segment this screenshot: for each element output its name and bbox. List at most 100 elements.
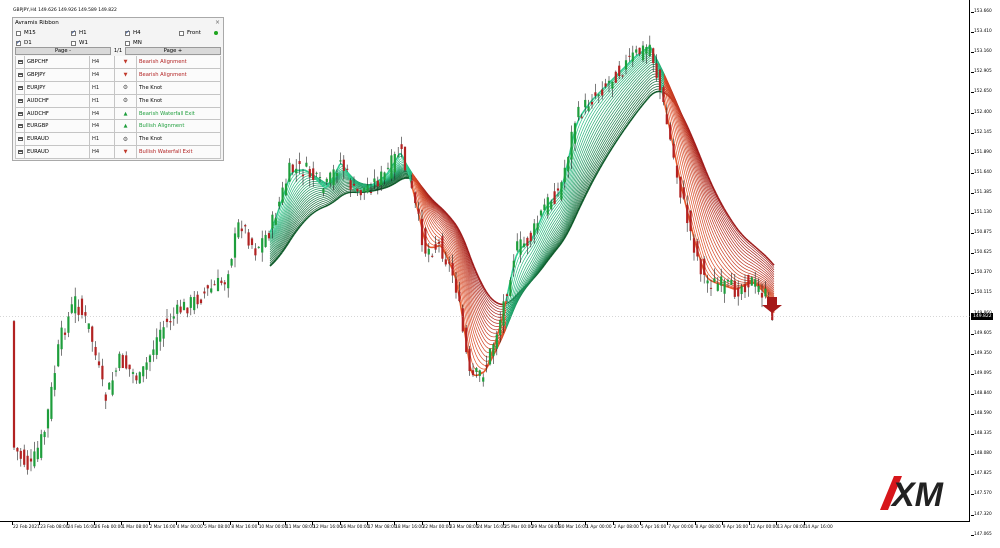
ribbon-line <box>359 186 363 188</box>
ribbon-line <box>737 263 741 266</box>
ribbon-line <box>621 71 625 75</box>
ribbon-line <box>427 203 431 208</box>
ribbon-line <box>687 141 691 149</box>
ribbon-line <box>543 224 547 229</box>
ribbon-line <box>715 211 719 216</box>
ribbon-line <box>293 217 297 222</box>
ribbon-line <box>751 262 755 265</box>
ribbon-line <box>387 180 391 182</box>
ribbon-line <box>761 286 765 289</box>
ribbon-line <box>559 236 563 240</box>
ribbon-line <box>493 322 497 324</box>
ribbon-line <box>725 214 729 218</box>
ribbon-line <box>289 208 293 213</box>
ribbon-line <box>645 75 649 78</box>
ribbon-line <box>705 172 709 179</box>
ribbon-line <box>685 163 689 172</box>
ribbon-line <box>285 214 289 219</box>
ribbon-line <box>451 245 455 250</box>
ribbon-line <box>435 234 439 238</box>
ribbon-line <box>551 222 555 226</box>
ribbon-line <box>387 174 391 178</box>
ribbon-line <box>567 222 571 228</box>
ribbon-line <box>395 169 399 172</box>
ribbon-line <box>767 279 771 282</box>
ribbon-line <box>315 199 319 201</box>
ribbon-line <box>717 205 721 210</box>
ribbon-line <box>397 173 401 176</box>
ribbon-line <box>275 240 279 244</box>
ribbon-line <box>571 206 575 212</box>
ribbon-line <box>721 209 725 214</box>
ribbon-line <box>617 88 621 92</box>
ribbon-line <box>299 184 303 188</box>
ribbon-line <box>555 215 559 220</box>
ribbon-line <box>711 236 715 242</box>
ribbon-line <box>545 242 549 247</box>
ribbon-line <box>581 157 585 164</box>
ribbon-line <box>465 304 469 315</box>
ribbon-line <box>677 119 681 128</box>
ribbon-line <box>649 82 653 86</box>
ribbon-line <box>751 243 755 247</box>
ribbon-line <box>697 212 701 220</box>
ribbon-line <box>309 204 313 207</box>
ribbon-line <box>573 170 577 177</box>
ribbon-line <box>703 171 707 178</box>
ribbon-line <box>321 204 325 207</box>
ribbon-line <box>303 173 307 175</box>
ribbon-line <box>479 361 483 365</box>
ribbon-line <box>387 185 391 188</box>
ribbon-line <box>439 210 443 214</box>
ribbon-line <box>639 81 643 85</box>
ribbon-line <box>647 73 651 76</box>
ribbon-line <box>755 262 759 265</box>
ribbon-line <box>321 200 325 203</box>
ribbon-line <box>565 182 569 190</box>
ribbon-line <box>629 109 633 113</box>
ribbon-line <box>299 204 303 208</box>
ribbon-line <box>761 262 765 265</box>
ribbon-line <box>681 130 685 139</box>
ribbon-line <box>287 215 291 220</box>
ribbon-line <box>541 259 545 264</box>
ribbon-line <box>563 227 567 232</box>
ribbon-line <box>557 206 561 210</box>
ribbon-line <box>285 208 289 214</box>
ribbon-line <box>619 78 623 81</box>
ribbon-line <box>637 96 641 100</box>
ribbon-line <box>673 131 677 142</box>
ribbon-line <box>707 188 711 194</box>
ribbon-line <box>595 165 599 170</box>
ribbon-line <box>387 181 391 183</box>
ribbon-line <box>665 88 669 98</box>
ribbon-line <box>577 176 581 183</box>
ribbon-line <box>731 233 735 237</box>
ribbon-line <box>581 185 585 190</box>
ribbon-line <box>691 188 695 197</box>
ribbon-line <box>399 160 403 163</box>
ribbon-line <box>565 178 569 186</box>
ribbon-line <box>557 228 561 233</box>
ribbon-line <box>541 255 545 260</box>
ribbon-line <box>535 259 539 264</box>
ribbon-line <box>461 257 465 265</box>
ribbon-line <box>279 250 283 254</box>
chart-area[interactable] <box>0 0 970 522</box>
ribbon-line <box>573 201 577 207</box>
price-chart[interactable] <box>0 0 970 522</box>
ribbon-line <box>475 320 479 327</box>
ribbon-line <box>595 141 599 146</box>
ribbon-line <box>587 144 591 149</box>
ribbon-line <box>767 257 771 262</box>
ribbon-line <box>673 101 677 109</box>
ribbon-line <box>619 126 623 131</box>
ribbon-line <box>299 199 303 203</box>
ribbon-line <box>333 194 337 197</box>
ribbon-line <box>545 255 549 260</box>
ribbon-line <box>611 114 615 119</box>
ribbon-line <box>615 98 619 102</box>
ribbon-line <box>575 199 579 205</box>
ribbon-line <box>449 222 453 227</box>
ribbon-line <box>301 212 305 216</box>
